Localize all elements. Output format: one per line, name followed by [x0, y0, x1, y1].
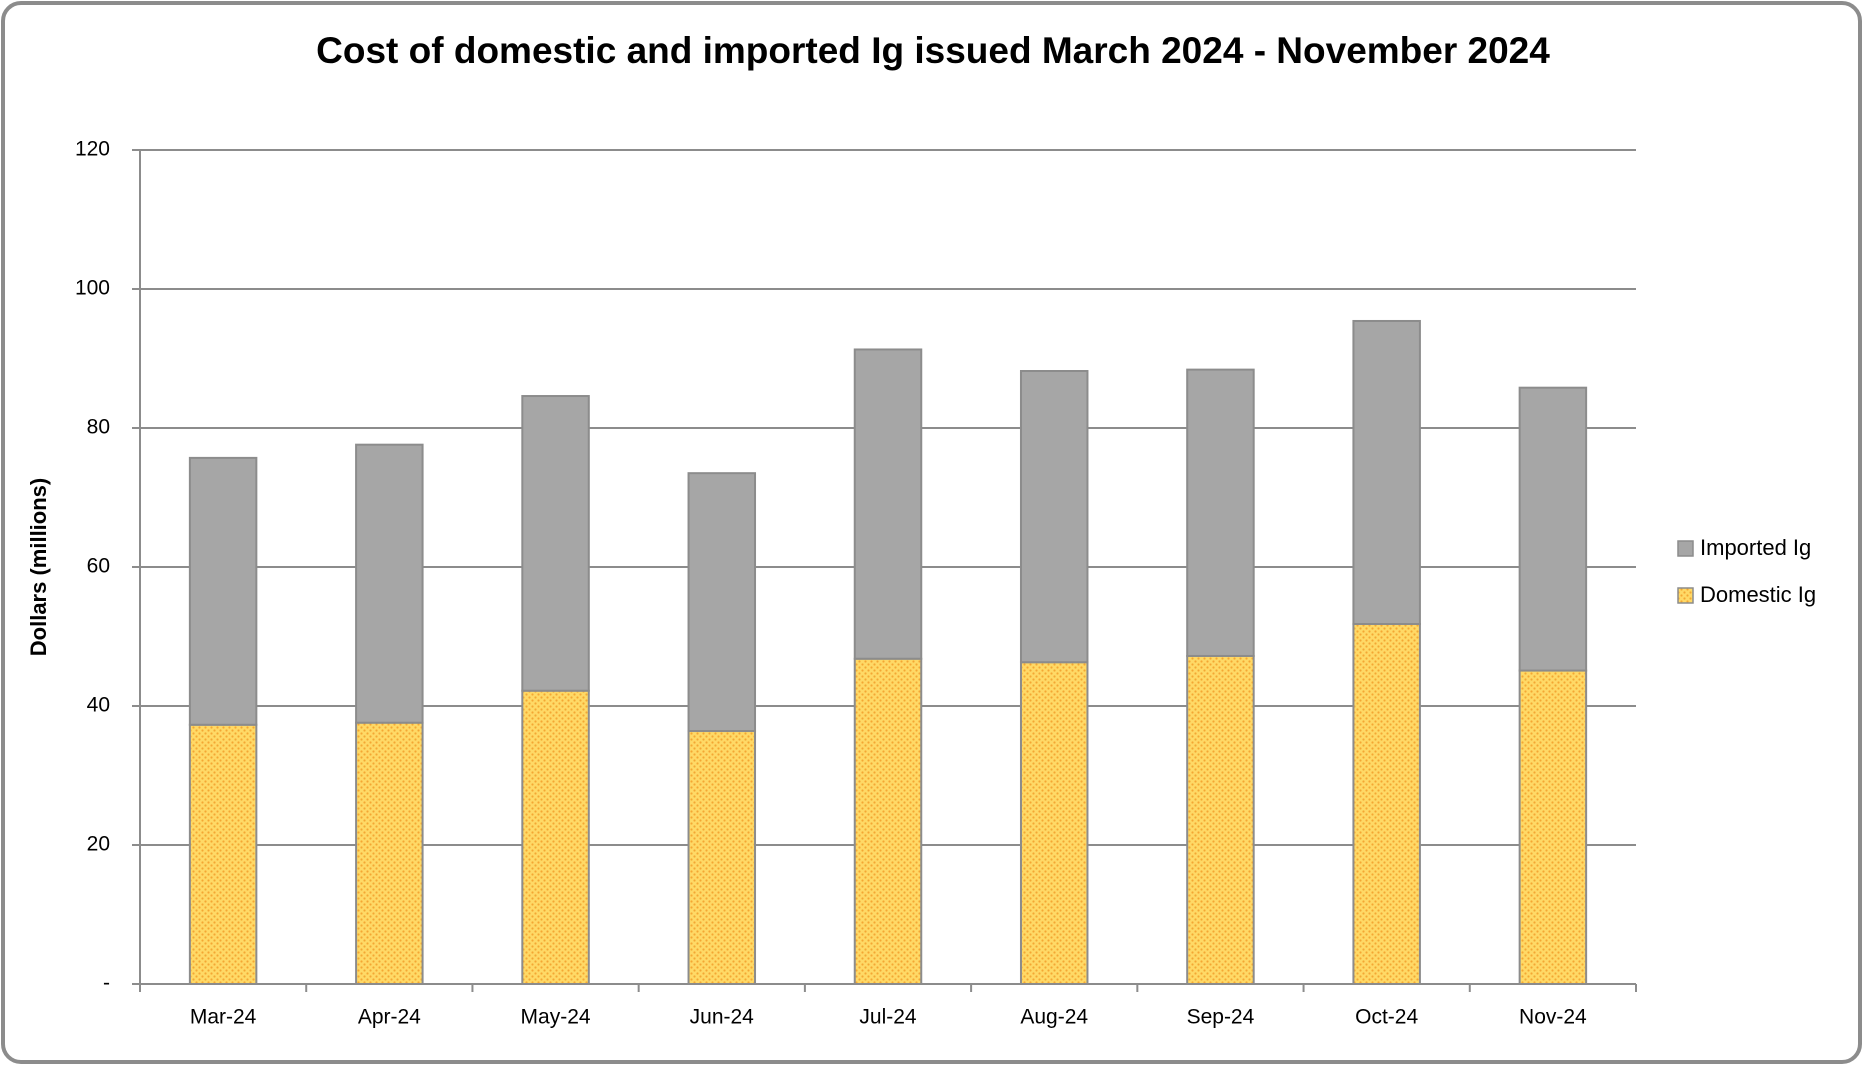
bar-segment [1352, 319, 1421, 625]
x-tick-label: Aug-24 [1020, 1006, 1088, 1029]
bar-segment [1019, 661, 1089, 986]
bar-segment [1518, 669, 1588, 985]
chart-title: Cost of domestic and imported Ig issued … [316, 30, 1550, 71]
bar-segment [687, 472, 757, 733]
bar-segment [1186, 368, 1255, 657]
legend-label: Domestic Ig [1700, 582, 1816, 607]
bar-segment [1352, 622, 1421, 985]
x-tick-label: Jun-24 [690, 1006, 755, 1029]
y-tick-label: 80 [87, 416, 110, 439]
bar-segment [1518, 386, 1588, 672]
x-tick-label: Mar-24 [190, 1006, 257, 1029]
bar-segment [521, 395, 590, 692]
bar-segment [521, 689, 590, 986]
x-tick-label: Apr-24 [358, 1006, 421, 1029]
x-tick-label: Oct-24 [1355, 1006, 1418, 1029]
x-tick-label: May-24 [521, 1006, 591, 1029]
bar-segment [853, 657, 923, 985]
bar-segment [1019, 370, 1089, 664]
y-tick-label: 120 [75, 138, 110, 161]
bar-segment [1186, 654, 1255, 986]
legend-swatch [1677, 587, 1694, 604]
x-tick-label: Sep-24 [1187, 1006, 1255, 1029]
bar-segment [687, 730, 757, 986]
bar-segment [853, 348, 923, 660]
legend-label: Imported Ig [1700, 535, 1811, 560]
y-axis-label: Dollars (millions) [26, 478, 51, 656]
y-tick-label: 40 [87, 694, 110, 717]
legend-swatch [1677, 540, 1694, 557]
bar-segment [188, 456, 258, 726]
bar-segment [355, 443, 424, 724]
y-tick-label: 60 [87, 555, 110, 578]
bar-segment [355, 721, 424, 985]
x-tick-label: Jul-24 [859, 1006, 917, 1029]
y-tick-label: 20 [87, 833, 110, 856]
x-tick-label: Nov-24 [1519, 1006, 1587, 1029]
y-tick-label: - [103, 972, 110, 995]
bar-segment [188, 723, 258, 985]
y-tick-label: 100 [75, 277, 110, 300]
